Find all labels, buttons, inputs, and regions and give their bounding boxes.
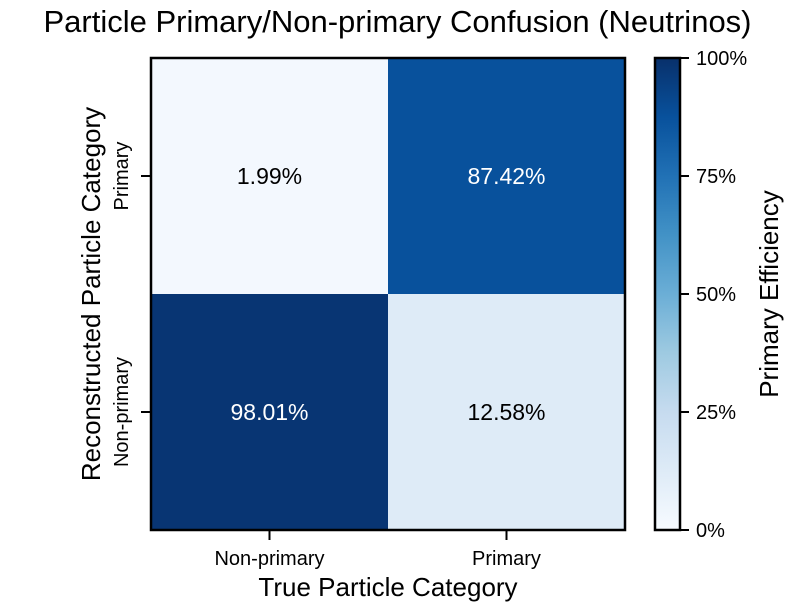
x-tick-label: Non-primary [214, 548, 324, 570]
x-tick-label: Primary [472, 548, 541, 570]
cell-value-label: 98.01% [230, 399, 308, 425]
y-axis-title: Reconstructed Particle Category [76, 107, 106, 481]
cell-value-label: 12.58% [467, 399, 545, 425]
cell-value-label: 87.42% [467, 163, 545, 189]
cell-value-label: 1.99% [237, 163, 302, 189]
colorbar [653, 56, 682, 532]
y-tick-label: Primary [111, 142, 133, 211]
colorbar-title: Primary Efficiency [754, 190, 784, 398]
heatmap-cell [151, 294, 388, 530]
chart-title: Particle Primary/Non-primary Confusion (… [43, 4, 752, 39]
heatmap-cell [388, 58, 625, 294]
colorbar-tick-label: 75% [696, 166, 736, 188]
x-axis-title: True Particle Category [258, 572, 517, 602]
heatmap-cell [151, 58, 388, 294]
colorbar-tick-label: 0% [696, 520, 725, 542]
heatmap-cell [388, 294, 625, 530]
colorbar-tick-label: 100% [696, 48, 747, 70]
colorbar-tick-label: 50% [696, 284, 736, 306]
colorbar-tick-label: 25% [696, 402, 736, 424]
plot-frame [149, 56, 627, 532]
y-tick-label: Non-primary [111, 357, 133, 467]
